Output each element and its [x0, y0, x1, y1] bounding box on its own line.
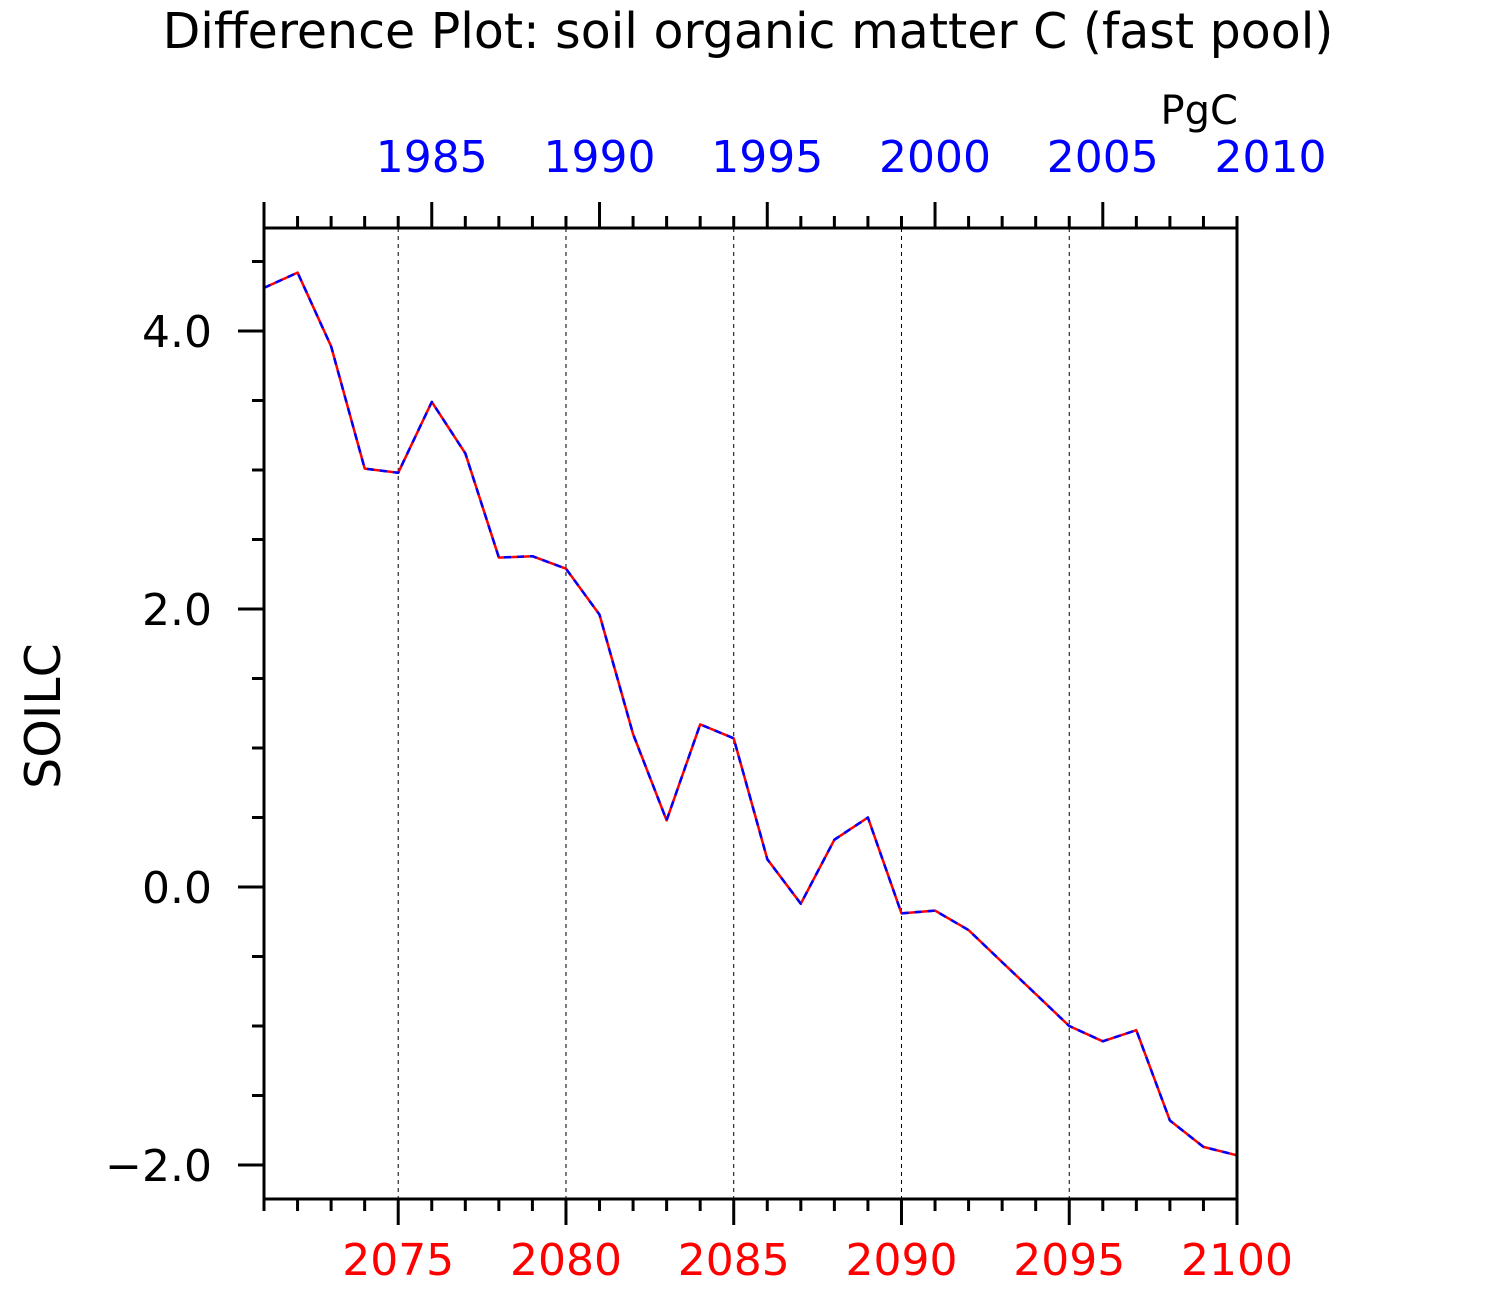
- x-bottom-tick-label: 2095: [1013, 1235, 1125, 1286]
- x-top-tick-label: 2010: [1215, 132, 1327, 183]
- y-tick-label: 4.0: [142, 307, 212, 358]
- y-axis-label: SOILC: [15, 643, 72, 789]
- units-label: PgC: [1161, 88, 1238, 134]
- x-top-tick-label: 1995: [711, 132, 823, 183]
- y-tick-label: −2.0: [105, 1141, 212, 1192]
- chart-title: Difference Plot: soil organic matter C (…: [163, 3, 1334, 60]
- x-bottom-tick-label: 2075: [342, 1235, 454, 1286]
- x-bottom-tick-label: 2100: [1181, 1235, 1293, 1286]
- x-top-tick-label: 2005: [1047, 132, 1159, 183]
- grid-lines: [397, 228, 1070, 1199]
- y-tick-label: 0.0: [142, 863, 212, 914]
- series-line-solid: [263, 271, 1238, 1157]
- x-top-tick-label: 1985: [376, 132, 488, 183]
- plot-frame: [262, 226, 1239, 1201]
- x-bottom-tick-label: 2085: [678, 1235, 790, 1286]
- x-top-tick-label: 1990: [544, 132, 656, 183]
- y-tick-label: 2.0: [142, 585, 212, 636]
- data-series: [263, 271, 1238, 1157]
- tick-labels: 2075 2080 2085 2090 2095 2100 1985 1990 1995 2000…: [105, 132, 1326, 1286]
- x-bottom-tick-label: 2090: [845, 1235, 957, 1286]
- series-line-dashed: [263, 271, 1238, 1157]
- axis-ticks: [238, 202, 1239, 1225]
- x-bottom-tick-label: 2080: [510, 1235, 622, 1286]
- x-top-tick-label: 2000: [879, 132, 991, 183]
